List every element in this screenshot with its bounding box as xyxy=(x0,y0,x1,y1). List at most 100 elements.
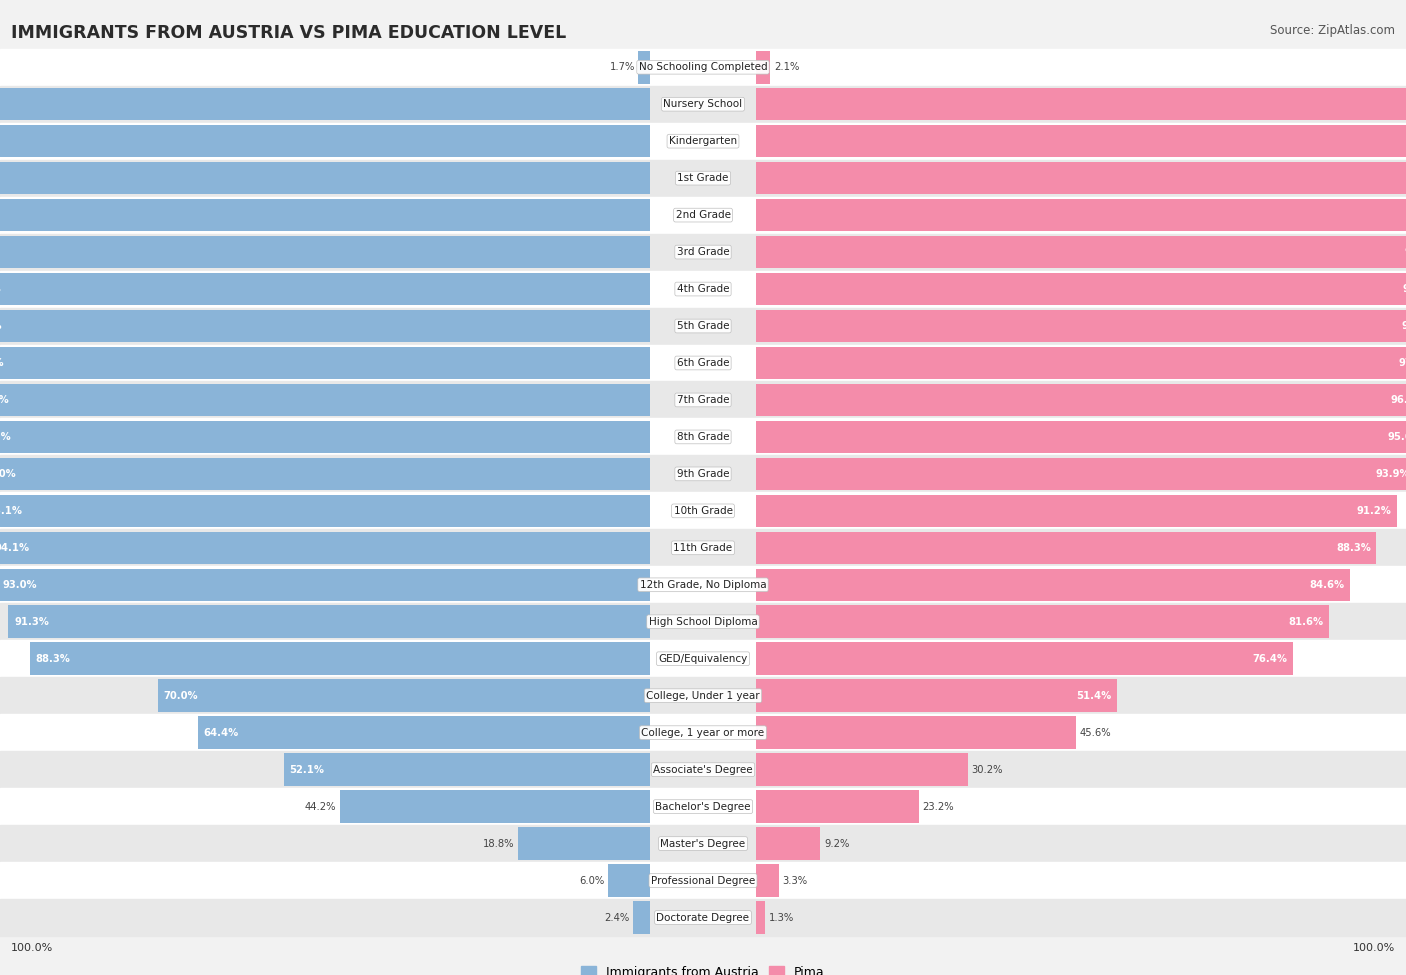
Text: 1st Grade: 1st Grade xyxy=(678,174,728,183)
Bar xyxy=(609,864,650,897)
Bar xyxy=(30,643,650,675)
Bar xyxy=(756,51,770,84)
Bar xyxy=(0,714,1406,751)
Bar xyxy=(0,236,650,268)
Bar xyxy=(0,899,1406,936)
Text: 45.6%: 45.6% xyxy=(1080,727,1111,738)
Bar xyxy=(756,236,1406,268)
Bar xyxy=(0,270,1406,307)
Bar xyxy=(340,791,651,823)
Text: 88.3%: 88.3% xyxy=(1336,543,1371,553)
Bar xyxy=(0,494,650,527)
Text: 3.3%: 3.3% xyxy=(782,876,807,885)
Text: 94.1%: 94.1% xyxy=(0,543,30,553)
Bar xyxy=(197,717,650,749)
Bar xyxy=(756,162,1406,194)
Text: Bachelor's Degree: Bachelor's Degree xyxy=(655,801,751,811)
Bar xyxy=(756,717,1077,749)
Bar xyxy=(756,420,1406,453)
Text: 91.2%: 91.2% xyxy=(1357,506,1392,516)
Bar xyxy=(0,566,1406,604)
Bar xyxy=(756,568,1350,601)
Bar xyxy=(0,457,650,490)
Text: 98.0%: 98.0% xyxy=(1405,247,1406,257)
Bar xyxy=(756,457,1406,490)
Text: 97.7%: 97.7% xyxy=(1402,284,1406,294)
Text: 100.0%: 100.0% xyxy=(11,943,53,953)
Bar xyxy=(0,273,650,305)
Text: 84.6%: 84.6% xyxy=(1310,580,1344,590)
Bar xyxy=(0,49,1406,86)
Text: Master's Degree: Master's Degree xyxy=(661,838,745,848)
Text: 11th Grade: 11th Grade xyxy=(673,543,733,553)
Text: 4th Grade: 4th Grade xyxy=(676,284,730,294)
Text: 23.2%: 23.2% xyxy=(922,801,953,811)
Text: 5th Grade: 5th Grade xyxy=(676,321,730,332)
Text: 98.0%: 98.0% xyxy=(0,284,1,294)
Text: 9th Grade: 9th Grade xyxy=(676,469,730,479)
Bar xyxy=(0,199,650,231)
Bar xyxy=(0,384,651,416)
Bar xyxy=(756,864,779,897)
Bar xyxy=(0,604,1406,641)
Bar xyxy=(756,680,1118,712)
Text: Source: ZipAtlas.com: Source: ZipAtlas.com xyxy=(1270,24,1395,37)
Text: 97.7%: 97.7% xyxy=(0,358,4,368)
Text: 2nd Grade: 2nd Grade xyxy=(675,210,731,220)
Text: 18.8%: 18.8% xyxy=(484,838,515,848)
Bar xyxy=(756,754,969,786)
Text: No Schooling Completed: No Schooling Completed xyxy=(638,62,768,72)
Text: 96.1%: 96.1% xyxy=(1391,395,1406,405)
Bar xyxy=(0,307,1406,344)
Bar xyxy=(0,160,1406,197)
Text: 97.6%: 97.6% xyxy=(1402,321,1406,332)
Text: 30.2%: 30.2% xyxy=(972,764,1002,775)
Bar xyxy=(0,862,1406,899)
Bar xyxy=(0,531,651,565)
Bar xyxy=(0,751,1406,788)
Text: 1.7%: 1.7% xyxy=(609,62,636,72)
Text: 88.3%: 88.3% xyxy=(35,653,70,664)
Bar xyxy=(0,568,651,601)
Bar xyxy=(0,197,1406,234)
Bar xyxy=(0,88,650,121)
Text: 1.3%: 1.3% xyxy=(768,913,793,922)
Bar xyxy=(0,123,1406,160)
Bar xyxy=(0,310,650,342)
Bar xyxy=(756,791,920,823)
Bar xyxy=(0,347,650,379)
Text: IMMIGRANTS FROM AUSTRIA VS PIMA EDUCATION LEVEL: IMMIGRANTS FROM AUSTRIA VS PIMA EDUCATIO… xyxy=(11,24,567,42)
Text: 51.4%: 51.4% xyxy=(1076,690,1111,701)
Text: 93.0%: 93.0% xyxy=(1,580,37,590)
Bar xyxy=(0,234,1406,270)
Bar xyxy=(0,455,1406,492)
Bar xyxy=(284,754,651,786)
Bar xyxy=(756,273,1406,305)
Text: Associate's Degree: Associate's Degree xyxy=(654,764,752,775)
Text: 100.0%: 100.0% xyxy=(1353,943,1395,953)
Text: 95.1%: 95.1% xyxy=(0,506,22,516)
Bar xyxy=(756,310,1406,342)
Bar xyxy=(157,680,650,712)
Bar xyxy=(0,641,1406,678)
Text: 6th Grade: 6th Grade xyxy=(676,358,730,368)
Bar xyxy=(633,901,650,934)
Text: 96.9%: 96.9% xyxy=(0,395,10,405)
Bar xyxy=(0,381,1406,418)
Text: College, Under 1 year: College, Under 1 year xyxy=(647,690,759,701)
Text: 6.0%: 6.0% xyxy=(579,876,605,885)
Text: 3rd Grade: 3rd Grade xyxy=(676,247,730,257)
Bar xyxy=(8,605,651,638)
Text: 95.6%: 95.6% xyxy=(1388,432,1406,442)
Bar xyxy=(756,828,821,860)
Bar xyxy=(756,901,765,934)
Bar xyxy=(0,825,1406,862)
Bar xyxy=(756,88,1406,121)
Text: 96.0%: 96.0% xyxy=(0,469,15,479)
Text: 8th Grade: 8th Grade xyxy=(676,432,730,442)
Text: College, 1 year or more: College, 1 year or more xyxy=(641,727,765,738)
Text: High School Diploma: High School Diploma xyxy=(648,617,758,627)
Text: Professional Degree: Professional Degree xyxy=(651,876,755,885)
Bar xyxy=(638,51,650,84)
Text: 12th Grade, No Diploma: 12th Grade, No Diploma xyxy=(640,580,766,590)
